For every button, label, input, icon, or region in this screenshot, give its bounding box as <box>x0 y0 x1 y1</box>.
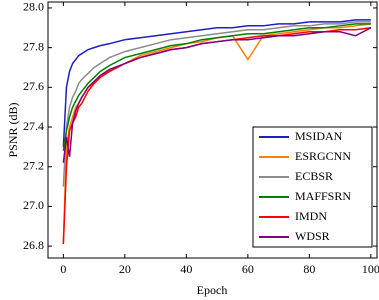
legend-label: MSIDAN <box>295 129 343 143</box>
y-tick-label: 28.0 <box>23 0 44 14</box>
legend-label: MAFFSRN <box>295 189 351 203</box>
y-tick-label: 26.8 <box>23 238 44 252</box>
series-line <box>62 23 371 151</box>
x-tick-label: 100 <box>362 262 379 276</box>
legend-label: ECBSR <box>295 169 333 183</box>
y-tick-label: 27.2 <box>23 158 44 172</box>
series-line <box>62 27 372 163</box>
x-tick-label: 60 <box>242 262 254 276</box>
y-tick-label: 27.6 <box>23 79 44 93</box>
plot-frame <box>47 1 378 259</box>
legend-label: IMDN <box>295 209 327 223</box>
x-tick-label: 20 <box>119 262 131 276</box>
y-tick-label: 27.4 <box>23 119 44 133</box>
x-tick-label: 0 <box>60 262 66 276</box>
series-line <box>62 19 371 147</box>
x-tick-label: 80 <box>303 262 315 276</box>
legend-box <box>252 126 373 248</box>
x-tick-label: 40 <box>180 262 192 276</box>
y-tick-label: 27.8 <box>23 39 44 53</box>
y-tick-label: 27.0 <box>23 198 44 212</box>
x-axis-label: Epoch <box>197 283 228 297</box>
y-axis-label: PSNR (dB) <box>6 102 20 157</box>
legend-label: ESRGCNN <box>295 149 351 163</box>
legend-label: WDSR <box>295 229 330 243</box>
series-line <box>62 21 371 187</box>
